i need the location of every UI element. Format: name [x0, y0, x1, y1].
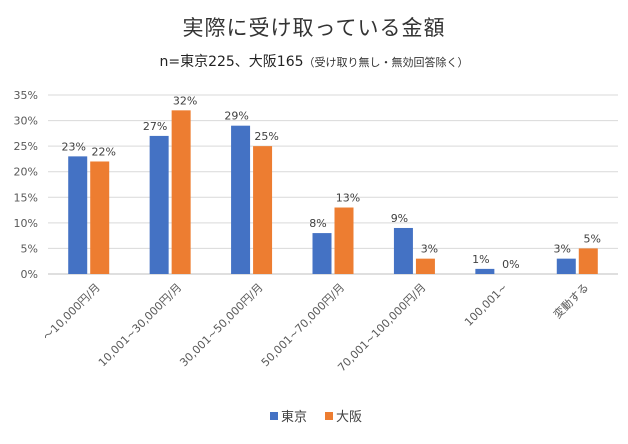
data-label: 32% [173, 94, 197, 107]
data-label: 27% [143, 120, 167, 133]
x-tick-label: 10,001~30,000円/月 [96, 281, 184, 369]
y-tick-label: 0% [21, 268, 38, 281]
bar-tokyo [393, 227, 413, 274]
y-tick-label: 10% [14, 217, 38, 230]
y-tick-label: 5% [21, 242, 38, 255]
bar-osaka [415, 258, 435, 274]
data-label: 23% [61, 140, 85, 153]
bar-osaka [253, 146, 273, 274]
x-tick-label: 100,001~ [462, 281, 510, 329]
y-axis-ticks: 0% 5% 10% 15% 20% 25% 30% 35% [14, 89, 38, 281]
bars [68, 110, 598, 274]
legend: 東京 大阪 [270, 409, 362, 425]
x-tick-label: 50,001~70,000円/月 [259, 281, 347, 369]
x-tick-label: 変動する [550, 280, 591, 321]
chart-subtitle-main: n=東京225、大阪165 [159, 54, 304, 70]
bar-osaka [171, 110, 191, 274]
chart-subtitle-note: （受け取り無し・無効回答除く） [303, 56, 469, 69]
data-label: 13% [336, 192, 360, 205]
x-tick-label: ～10,000円/月 [40, 281, 102, 343]
data-labels: 23% 22% 27% 32% 29% 25% 8% 13% 9% 3% 1% 0% 3% 5% [61, 94, 601, 271]
data-label: 29% [224, 110, 248, 123]
data-label: 3% [554, 243, 571, 256]
y-tick-label: 20% [14, 166, 38, 179]
bar-tokyo [68, 156, 88, 274]
bar-tokyo [312, 233, 332, 274]
y-tick-label: 30% [14, 115, 38, 128]
data-label: 0% [502, 258, 519, 271]
chart-title: 実際に受け取っている金額 [182, 16, 446, 40]
bar-osaka [578, 248, 598, 274]
data-label: 8% [309, 217, 326, 230]
data-label: 25% [254, 130, 278, 143]
bar-tokyo [149, 135, 169, 274]
data-label: 3% [421, 243, 438, 256]
bar-osaka [90, 161, 110, 274]
chart-subtitle: n=東京225、大阪165（受け取り無し・無効回答除く） [0, 51, 628, 71]
legend-swatch-tokyo [270, 412, 278, 420]
legend-label: 大阪 [336, 410, 362, 425]
y-tick-label: 25% [14, 140, 38, 153]
x-tick-label: 30,001~50,000円/月 [177, 281, 265, 369]
bar-tokyo [475, 268, 495, 274]
y-tick-label: 35% [14, 89, 38, 102]
x-tick-label: 70,001~100,000円/月 [335, 281, 428, 374]
legend-swatch-osaka [325, 412, 333, 420]
grid-lines [48, 94, 618, 275]
y-tick-label: 15% [14, 191, 38, 204]
bar-osaka [334, 207, 354, 274]
bar-tokyo [231, 125, 251, 274]
data-label: 5% [584, 232, 601, 245]
legend-label: 東京 [281, 409, 307, 425]
bar-tokyo [556, 258, 576, 274]
data-label: 1% [472, 253, 489, 266]
data-label: 9% [391, 212, 408, 225]
x-axis-labels: ～10,000円/月10,001~30,000円/月30,001~50,000円… [40, 280, 591, 374]
data-label: 22% [91, 145, 115, 158]
